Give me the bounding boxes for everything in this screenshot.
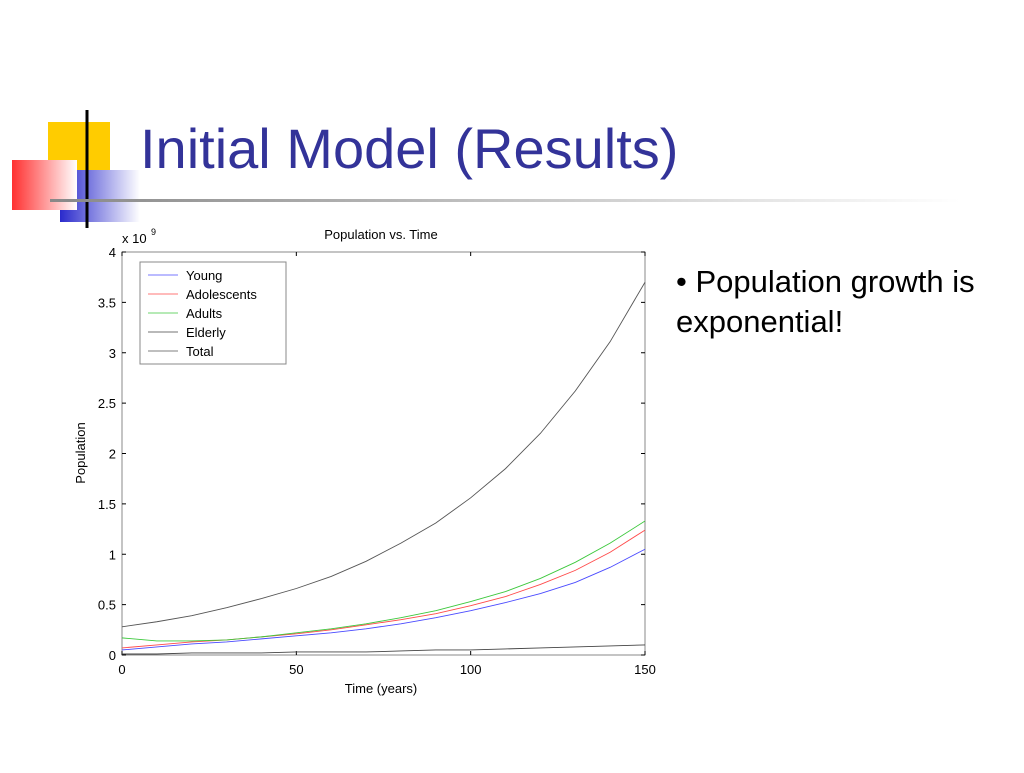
y-multiplier: x 10 xyxy=(122,231,147,246)
deco-line xyxy=(50,199,960,202)
series-line xyxy=(121,520,646,642)
bullet: • Population growth is exponential! xyxy=(676,264,975,339)
legend-label: Total xyxy=(186,344,214,359)
y-tick-label: 1 xyxy=(109,547,116,562)
legend-label: Elderly xyxy=(186,325,226,340)
y-multiplier-exponent: 9 xyxy=(151,227,156,237)
x-axis-label: Time (years) xyxy=(345,681,417,696)
legend-label: Adolescents xyxy=(186,287,257,302)
series-line xyxy=(121,548,646,651)
y-tick-label: 3 xyxy=(109,346,116,361)
chart-title: Population vs. Time xyxy=(324,227,437,242)
x-tick-label: 100 xyxy=(460,662,482,677)
x-tick-label: 0 xyxy=(118,662,125,677)
y-tick-label: 3.5 xyxy=(98,295,116,310)
y-tick-label: 2.5 xyxy=(98,396,116,411)
y-tick-label: 2 xyxy=(109,447,116,462)
y-tick-label: 0.5 xyxy=(98,598,116,613)
x-tick-label: 150 xyxy=(634,662,656,677)
bullet-text: Population growth is exponential! xyxy=(676,264,975,339)
legend-label: Young xyxy=(186,268,222,283)
y-axis-label: Population xyxy=(73,422,88,483)
bullet-box: • Population growth is exponential! xyxy=(676,264,975,339)
y-tick-label: 0 xyxy=(109,648,116,663)
series-line xyxy=(121,529,646,649)
series-line xyxy=(121,281,646,628)
slide-title: Initial Model (Results) xyxy=(140,117,678,180)
y-tick-label: 4 xyxy=(109,245,116,260)
y-tick-label: 1.5 xyxy=(98,497,116,512)
series-line xyxy=(122,644,646,655)
x-tick-label: 50 xyxy=(289,662,303,677)
legend-label: Adults xyxy=(186,306,223,321)
chart: Population vs. Time Time (years) Populat… xyxy=(73,227,656,696)
deco-square xyxy=(12,160,77,210)
